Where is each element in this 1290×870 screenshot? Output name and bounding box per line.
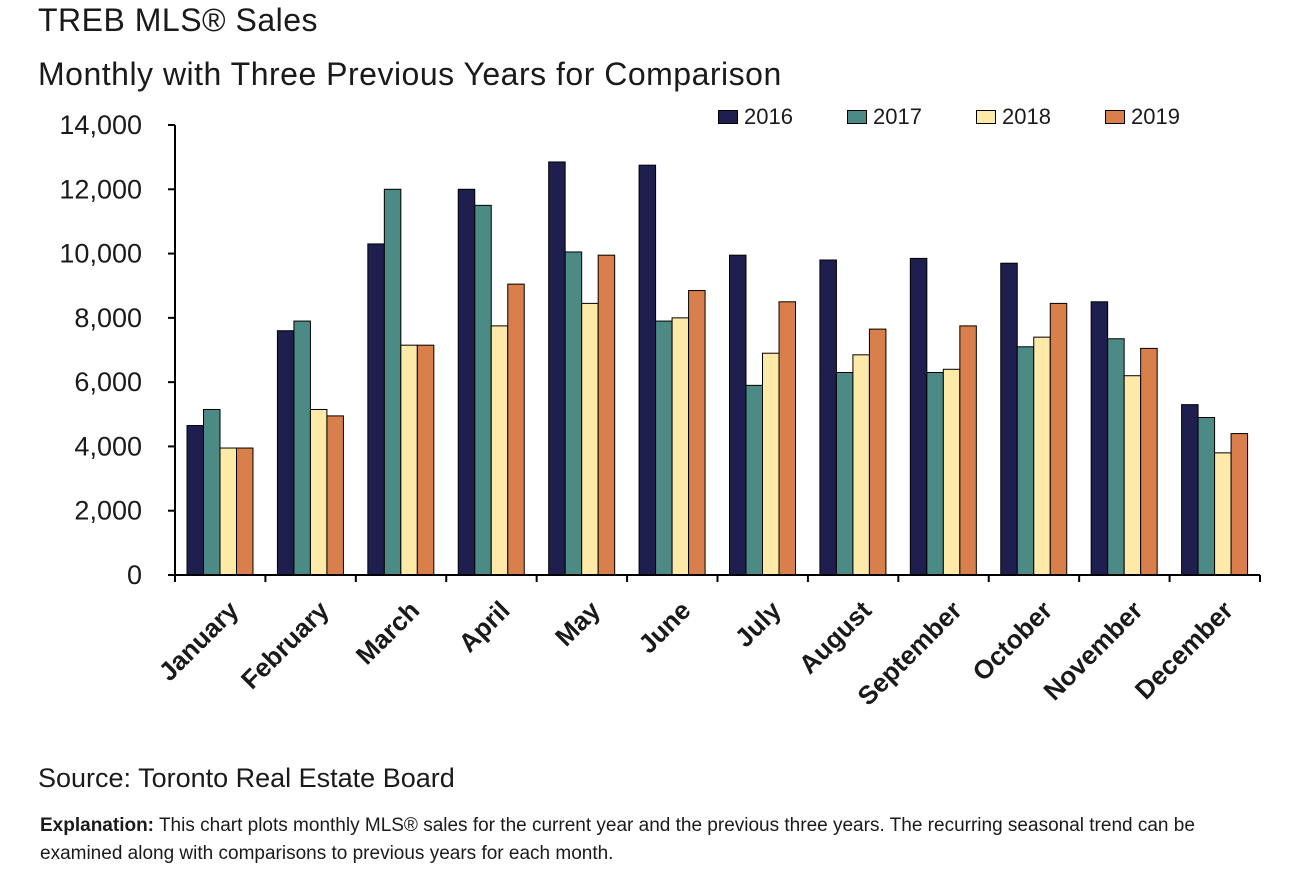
bar-2016-may — [548, 161, 566, 576]
bar-2017-august — [835, 372, 854, 576]
bar-2016-march — [367, 243, 385, 576]
bar-2016-february — [276, 330, 295, 576]
x-tick-label-march: March — [350, 595, 425, 670]
y-tick-label: 12,000 — [59, 174, 142, 204]
bar-2019-february — [326, 415, 344, 576]
bar-2019-september — [959, 325, 977, 576]
bar-2017-july — [745, 384, 763, 576]
bar-2017-november — [1107, 338, 1125, 576]
bar-2017-june — [655, 320, 673, 576]
x-tick-label-february: February — [235, 595, 335, 695]
source-note: Source: Toronto Real Estate Board — [38, 763, 455, 793]
legend-swatch-2019 — [1105, 110, 1125, 124]
bar-2016-july — [729, 254, 747, 576]
bar-2016-june — [638, 164, 657, 576]
bar-2019-december — [1230, 433, 1249, 576]
legend-swatch-2018 — [976, 110, 996, 124]
bar-2018-april — [490, 325, 509, 576]
bar-chart: 0 2,000 4,000 6,000 8,000 10,000 12,000 14,000 J… — [59, 110, 1261, 711]
x-tick-label-july: July — [729, 595, 787, 653]
legend-item-2016: 2016 — [718, 104, 847, 130]
x-tick-label-december: December — [1129, 595, 1239, 705]
bar-2016-september — [909, 257, 928, 576]
bar-2019-april — [507, 283, 525, 576]
bar-2017-october — [1016, 346, 1035, 576]
bar-2019-july — [778, 301, 796, 576]
bar-2019-october — [1049, 302, 1068, 576]
explanation-text: This chart plots monthly MLS® sales for … — [40, 815, 1195, 864]
bar-2018-october — [1033, 336, 1051, 576]
explanation-label: Explanation: — [40, 815, 155, 836]
bar-2018-may — [581, 302, 599, 576]
bar-2019-november — [1140, 347, 1158, 576]
bar-2016-october — [1000, 262, 1018, 576]
legend-item-2017: 2017 — [847, 104, 976, 130]
bar-2017-september — [926, 372, 944, 576]
y-tick-label: 2,000 — [74, 496, 142, 526]
bar-2018-june — [671, 317, 690, 576]
bar-2018-january — [219, 447, 237, 576]
bar-2018-august — [852, 354, 870, 576]
chart-subtitle: Monthly with Three Previous Years for Co… — [38, 56, 782, 92]
bar-2017-may — [564, 251, 583, 576]
y-tick-label: 14,000 — [59, 110, 142, 140]
bar-2017-january — [203, 408, 221, 576]
bar-2016-august — [819, 259, 837, 576]
legend-swatch-2016 — [718, 110, 738, 124]
bar-2018-september — [942, 368, 961, 576]
x-tick-label-january: January — [153, 595, 245, 687]
x-tick-label-may: May — [549, 595, 606, 652]
chart-legend: 2016 2017 2018 2019 — [718, 104, 1234, 130]
x-tick-label-october: October — [966, 595, 1058, 687]
bar-2017-march — [383, 188, 402, 576]
bar-2018-november — [1123, 375, 1142, 576]
bar-2016-november — [1090, 301, 1109, 576]
bar-2016-december — [1181, 404, 1199, 576]
legend-swatch-2017 — [847, 110, 867, 124]
y-tick-label: 8,000 — [74, 303, 142, 333]
bar-2019-august — [868, 328, 887, 576]
bar-2019-may — [597, 254, 616, 576]
explanation-note: Explanation: This chart plots monthly ML… — [40, 812, 1260, 868]
bar-2016-january — [186, 425, 204, 576]
y-tick-label: 6,000 — [74, 367, 142, 397]
chart-title: TREB MLS® Sales — [38, 2, 319, 38]
x-tick-label-june: June — [632, 595, 696, 659]
y-tick-label: 10,000 — [59, 239, 142, 269]
legend-item-2018: 2018 — [976, 104, 1105, 130]
legend-label-2018: 2018 — [1002, 104, 1051, 129]
bar-2019-march — [416, 344, 435, 576]
bar-2018-march — [400, 344, 418, 576]
bar-2018-february — [309, 408, 328, 576]
y-tick-label: 0 — [127, 560, 142, 590]
bar-2018-december — [1214, 452, 1232, 576]
x-tick-label-april: April — [452, 595, 515, 658]
bar-2017-december — [1197, 417, 1216, 576]
y-tick-label: 4,000 — [74, 431, 142, 461]
bar-2016-april — [457, 188, 476, 576]
bar-2019-january — [236, 447, 254, 576]
bar-2017-april — [474, 204, 492, 576]
legend-label-2017: 2017 — [873, 104, 922, 129]
x-tick-label-august: August — [793, 595, 878, 680]
legend-label-2019: 2019 — [1131, 104, 1180, 129]
bar-2019-june — [688, 290, 706, 576]
bar-2018-july — [762, 352, 780, 576]
bar-2017-february — [293, 320, 311, 576]
legend-item-2019: 2019 — [1105, 104, 1234, 130]
legend-label-2016: 2016 — [744, 104, 793, 129]
x-tick-label-november: November — [1037, 595, 1148, 706]
